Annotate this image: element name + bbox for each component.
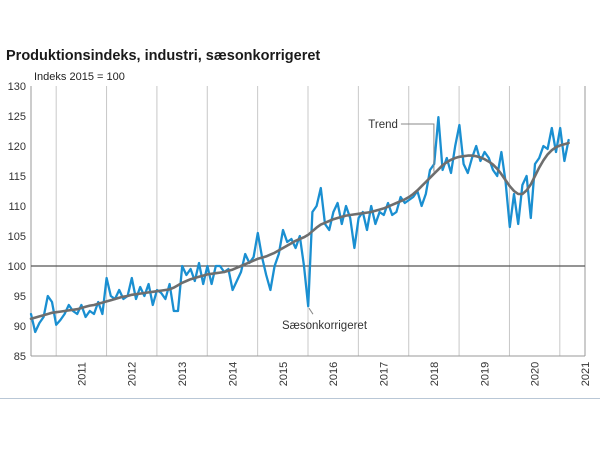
seasonal-leader-line — [308, 307, 314, 315]
y-tick-label-115: 115 — [8, 171, 26, 183]
trend-annotation: Trend — [368, 119, 398, 131]
axes: 85 90 95 100 105 110 115 120 125 130 2011 2012 2013 2… — [8, 81, 592, 386]
annotations: Trend Sæsonkorrigeret — [282, 119, 435, 332]
y-tick-label-125: 125 — [8, 111, 26, 123]
y-tick-label-120: 120 — [8, 141, 26, 153]
x-tick-label-2012: 2012 — [127, 362, 139, 386]
x-tick-label-2011: 2011 — [76, 362, 88, 386]
trend-leader-line — [400, 123, 435, 172]
y-tick-label-95: 95 — [14, 291, 26, 303]
x-tick-label-2015: 2015 — [278, 362, 290, 386]
x-tick-label-2020: 2020 — [530, 362, 542, 386]
x-tick-label-2017: 2017 — [379, 362, 391, 386]
chart-title: Produktionsindeks, industri, sæsonkorrig… — [6, 48, 321, 64]
x-tick-label-2019: 2019 — [479, 362, 491, 386]
x-tick-label-2018: 2018 — [429, 362, 441, 386]
vertical-grid — [55, 86, 561, 356]
y-tick-label-100: 100 — [8, 261, 26, 273]
y-tick-label-85: 85 — [14, 351, 26, 363]
y-tick-label-130: 130 — [8, 81, 26, 93]
x-tick-label-2021: 2021 — [580, 362, 592, 386]
x-tick-label-2014: 2014 — [227, 362, 239, 386]
y-tick-label-110: 110 — [8, 201, 26, 213]
series-lines — [29, 116, 570, 334]
y-axis-label: Indeks 2015 = 100 — [34, 71, 125, 83]
x-tick-label-2016: 2016 — [328, 362, 340, 386]
x-tick-label-2013: 2013 — [177, 362, 189, 386]
trend-line — [29, 141, 570, 321]
footer-divider — [0, 398, 600, 399]
seasonal-annotation: Sæsonkorrigeret — [282, 320, 368, 332]
y-tick-label-105: 105 — [8, 231, 26, 243]
y-tick-label-90: 90 — [14, 321, 26, 333]
